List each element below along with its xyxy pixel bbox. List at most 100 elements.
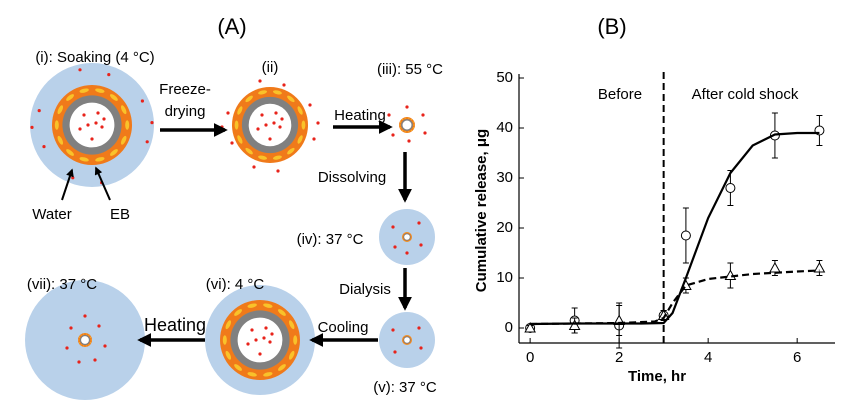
data-point <box>568 319 581 330</box>
ring-texture <box>405 344 407 345</box>
node-label: (vi): 4 °C <box>206 276 265 293</box>
dye-dot <box>69 326 73 330</box>
ring-texture <box>263 372 273 377</box>
dye-dot <box>96 111 100 115</box>
ring-texture <box>258 155 268 160</box>
y-tick-label: 30 <box>496 169 513 186</box>
x-tick-label: 0 <box>526 349 534 366</box>
ring-texture <box>237 135 243 144</box>
y-tick-label: 50 <box>496 69 513 86</box>
dye-dot <box>268 340 272 344</box>
dye-dot <box>107 73 111 77</box>
ring-texture <box>237 106 243 115</box>
ring-core <box>404 234 410 240</box>
dye-dot <box>278 125 282 129</box>
dye-dot <box>246 342 250 346</box>
ring-core <box>69 102 115 148</box>
ring-texture <box>66 94 75 101</box>
annotation: After cold shock <box>692 86 799 103</box>
dye-dot <box>282 83 286 87</box>
dye-dot <box>102 117 106 121</box>
dye-dot <box>258 79 262 83</box>
dye-dot <box>86 123 90 127</box>
node-label: (vii): 37 °C <box>27 276 97 293</box>
dye-dot <box>93 358 97 362</box>
dye-dot <box>78 68 82 72</box>
ring-texture <box>403 240 405 241</box>
dye-dot <box>140 99 144 103</box>
y-axis-label: Cumulative release, μg <box>473 129 490 292</box>
process-label: Dialysis <box>339 281 391 298</box>
y-tick-label: 0 <box>505 319 513 336</box>
ring-texture <box>412 121 414 123</box>
ring-texture <box>245 95 253 103</box>
ring-texture <box>405 335 407 336</box>
dye-dot <box>226 111 230 115</box>
ring-texture <box>402 238 404 240</box>
ring-texture <box>407 344 409 345</box>
ring-texture <box>409 336 411 337</box>
dye-dot <box>150 121 154 125</box>
y-tick-label: 40 <box>496 119 513 136</box>
y-tick-label: 20 <box>496 219 513 236</box>
dye-dot <box>272 121 276 125</box>
ring-texture <box>401 118 404 121</box>
ring-texture <box>79 157 89 162</box>
dye-dot <box>391 225 395 229</box>
dye-dot <box>77 360 81 364</box>
ring-texture <box>410 129 413 132</box>
ring-texture <box>78 339 80 341</box>
ring-texture <box>277 364 286 371</box>
ring-texture <box>258 90 268 95</box>
dye-dot <box>90 137 94 141</box>
ring-texture <box>405 232 407 233</box>
ring-texture <box>301 120 306 130</box>
x-tick-label: 6 <box>793 349 801 366</box>
node-label: (ii) <box>262 59 279 76</box>
ring-texture <box>120 105 127 115</box>
dye-dot <box>419 346 423 350</box>
ring-texture <box>54 120 59 130</box>
x-axis-label: Time, hr <box>628 368 686 385</box>
ring-texture <box>80 334 82 336</box>
node-label: (iv): 37 °C <box>297 231 364 248</box>
ring-texture <box>403 336 405 337</box>
ring-texture <box>407 117 410 119</box>
dye-dot <box>417 326 421 330</box>
process-label: Heating <box>144 315 206 335</box>
dye-dot <box>103 344 107 348</box>
ring-texture <box>120 135 127 145</box>
ring-texture <box>402 337 404 339</box>
ring-core <box>248 103 292 147</box>
dye-dot <box>256 127 260 131</box>
ring-texture <box>263 303 273 308</box>
ring-texture <box>222 335 227 345</box>
ring-texture <box>410 234 412 236</box>
ring-core <box>404 337 410 343</box>
ring-texture <box>272 155 282 160</box>
ring-texture <box>88 344 90 346</box>
ring-texture <box>400 127 402 129</box>
annotation: Before <box>598 86 642 103</box>
dye-dot <box>405 105 409 109</box>
dye-dot <box>405 251 409 255</box>
dye-dot <box>82 113 86 117</box>
x-tick-label: 4 <box>704 349 712 366</box>
dye-dot <box>316 121 320 125</box>
ring-texture <box>82 333 85 335</box>
panel-title: (B) <box>597 14 626 39</box>
ring-texture <box>413 124 415 126</box>
ring-texture <box>95 157 105 162</box>
ring-texture <box>288 320 295 330</box>
dye-dot <box>264 326 268 330</box>
y-tick-label: 10 <box>496 269 513 286</box>
dye-dot <box>100 125 104 129</box>
ring-texture <box>78 341 80 344</box>
ring-texture <box>411 236 412 238</box>
data-point <box>769 261 781 273</box>
ring-texture <box>412 127 414 129</box>
ring-texture <box>404 117 407 119</box>
data-point <box>813 261 826 273</box>
